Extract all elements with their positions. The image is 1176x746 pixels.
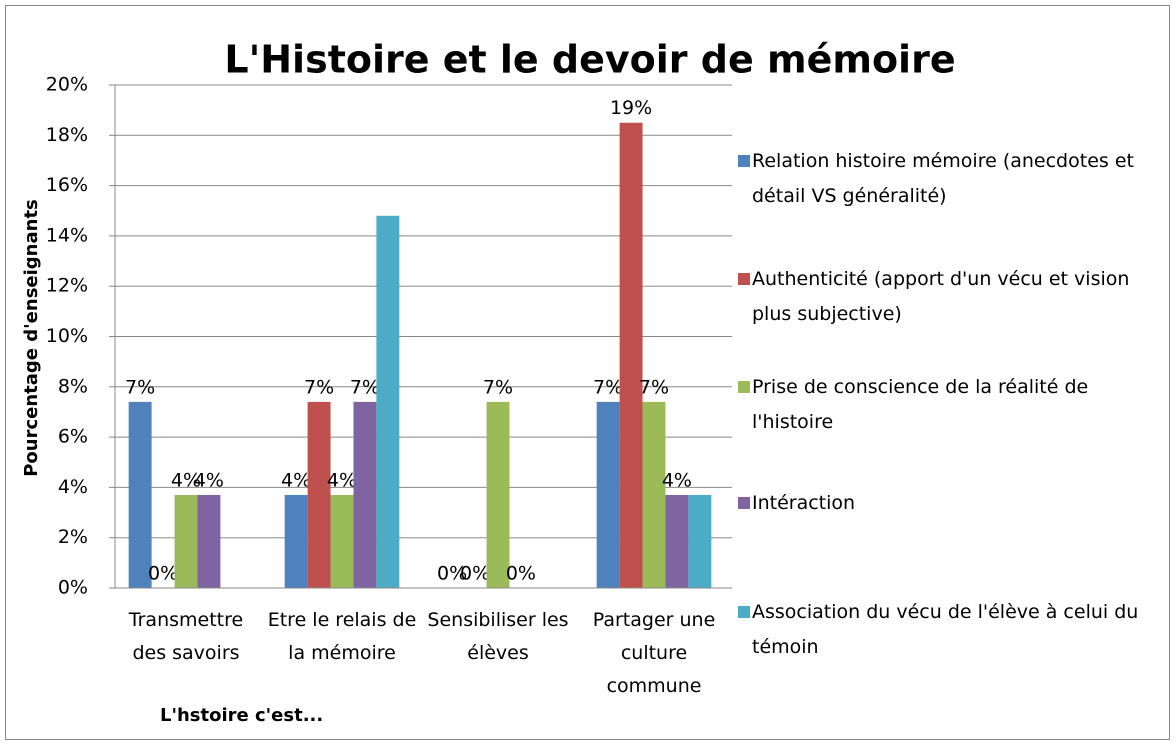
data-label: 7%: [350, 376, 380, 398]
bar: [197, 494, 221, 588]
bar: [619, 122, 643, 588]
legend-swatch: [738, 381, 750, 393]
data-label: 4%: [194, 469, 224, 491]
y-tick-label: 4%: [58, 476, 88, 498]
x-tick-label: Sensibiliser les élèves: [427, 609, 569, 664]
bar: [642, 401, 666, 588]
data-label: 4%: [171, 469, 201, 491]
x-tick-label: Partager une culture commune: [592, 609, 716, 697]
y-tick-label: 18%: [46, 124, 88, 146]
bar: [596, 401, 620, 588]
data-label: 7%: [483, 376, 513, 398]
data-label: 0%: [437, 563, 467, 585]
y-axis-label: Pourcentage d'enseignants: [21, 199, 42, 477]
data-label: 7%: [593, 376, 623, 398]
bar: [284, 494, 308, 588]
legend-swatch: [738, 497, 750, 509]
data-label: 0%: [148, 563, 178, 585]
y-tick-label: 14%: [46, 224, 88, 246]
bar: [307, 401, 331, 588]
legend-swatch: [738, 606, 750, 618]
legend-label: Association du vécu de l'élève à celui d…: [752, 601, 1139, 658]
y-tick-label: 8%: [58, 375, 88, 397]
bar: [688, 494, 712, 588]
x-tick-label: Transmettre des savoirs: [128, 609, 244, 664]
bar: [330, 494, 354, 588]
data-label: 4%: [281, 469, 311, 491]
x-axis-label: L'hstoire c'est...: [160, 705, 323, 726]
bar: [174, 494, 198, 588]
chart-border: [5, 5, 1170, 740]
y-tick-label: 16%: [46, 174, 88, 196]
data-label: 0%: [460, 563, 490, 585]
legend-label: Authenticité (apport d'un vécu et vision…: [752, 268, 1130, 325]
y-tick-label: 10%: [46, 325, 88, 347]
legend-label: Prise de conscience de la réalité de l'h…: [752, 376, 1089, 433]
bar: [665, 494, 689, 588]
data-label: 7%: [304, 376, 334, 398]
data-label: 4%: [662, 469, 692, 491]
legend-label: Intéraction: [752, 492, 856, 514]
data-label: 7%: [125, 376, 155, 398]
bar: [486, 401, 510, 588]
data-label: 0%: [506, 563, 536, 585]
x-tick-label: Etre le relais de la mémoire: [267, 609, 417, 664]
bar: [128, 401, 152, 588]
data-label: 19%: [610, 97, 652, 119]
y-tick-label: 12%: [46, 275, 88, 297]
bar: [353, 401, 377, 588]
bar: [376, 215, 400, 588]
y-tick-label: 6%: [58, 426, 88, 448]
y-tick-label: 0%: [58, 577, 88, 599]
chart-title: L'Histoire et le devoir de mémoire: [224, 38, 955, 82]
data-label: 4%: [327, 469, 357, 491]
data-label: 7%: [639, 376, 669, 398]
legend-swatch: [738, 273, 750, 285]
legend-label: Relation histoire mémoire (anecdotes et …: [752, 150, 1134, 207]
legend-swatch: [738, 155, 750, 167]
y-tick-label: 2%: [58, 526, 88, 548]
y-tick-label: 20%: [46, 74, 88, 96]
